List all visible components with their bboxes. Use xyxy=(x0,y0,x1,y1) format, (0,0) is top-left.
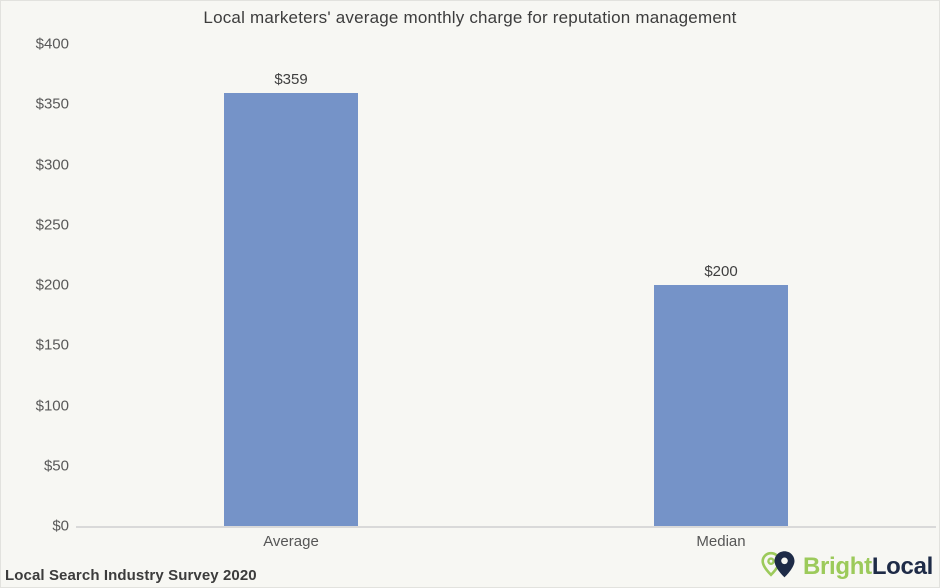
x-tick-label: Median xyxy=(696,533,746,550)
y-tick-label: $400 xyxy=(35,35,69,53)
source-label: Local Search Industry Survey 2020 xyxy=(5,567,257,584)
brightlocal-logo: BrightLocal xyxy=(759,550,933,584)
logo-text-local: Local xyxy=(871,553,933,580)
x-tick-label: Average xyxy=(263,533,319,550)
y-tick-label: $350 xyxy=(35,95,69,113)
y-tick-label: $50 xyxy=(43,457,69,475)
chart-title: Local marketers' average monthly charge … xyxy=(203,8,737,27)
logo-text-bright: Bright xyxy=(802,553,872,580)
y-tick-label: $300 xyxy=(35,156,69,173)
bar-value-label: $359 xyxy=(274,71,308,89)
y-tick-label: $150 xyxy=(35,336,69,354)
bar-median xyxy=(654,285,788,526)
y-tick-label: $200 xyxy=(35,276,69,294)
bar-value-label: $200 xyxy=(704,263,738,280)
bar-average xyxy=(224,93,358,526)
y-tick-label: $100 xyxy=(35,397,69,414)
x-axis: Average Median xyxy=(76,533,936,555)
y-axis: $0 $50 $100 $150 $200 $250 $300 $350 $400 xyxy=(1,36,69,535)
y-tick-label: $0 xyxy=(52,517,69,535)
y-tick-label: $250 xyxy=(35,216,69,234)
plot-area: $359 $200 xyxy=(76,44,936,528)
map-pin-icon xyxy=(761,551,795,578)
